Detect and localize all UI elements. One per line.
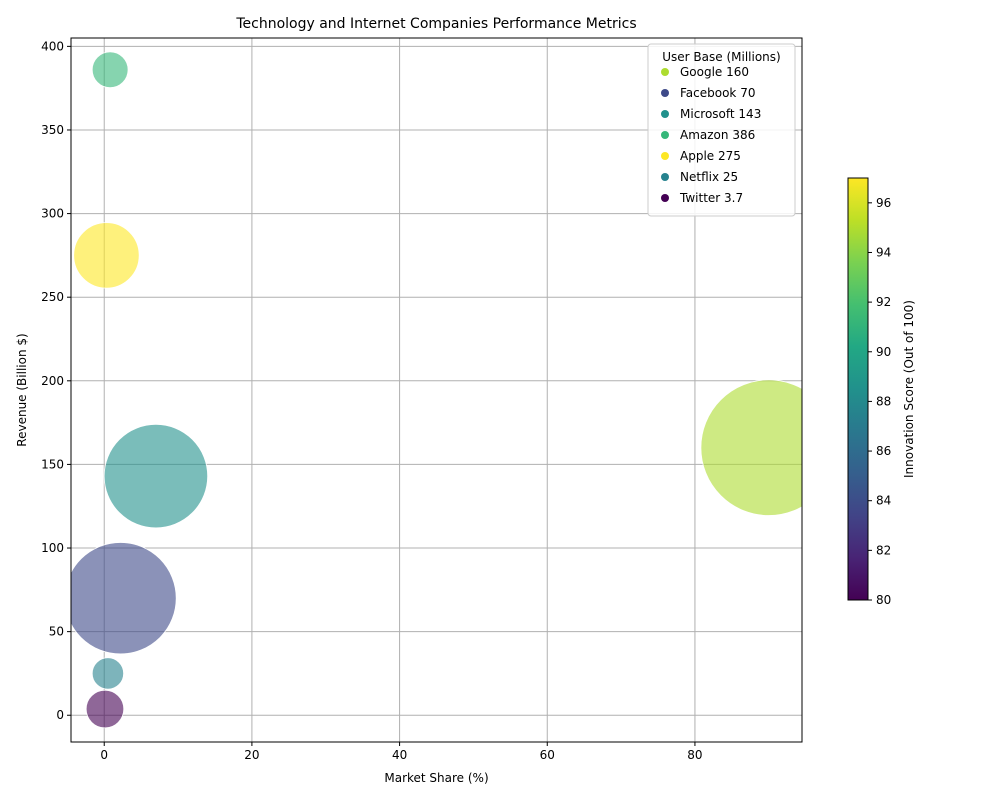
colorbar-ticks: 80 82 84 86 88 90 92 94 96 [868,196,891,607]
legend-marker [661,68,669,76]
y-tick-label: 250 [41,290,64,304]
colorbar-tick-label: 90 [876,345,891,359]
legend-title: User Base (Millions) [662,50,780,64]
legend-entry-label: Twitter 3.7 [679,191,743,205]
legend-entry-label: Netflix 25 [680,170,738,184]
colorbar: 80 82 84 86 88 90 92 94 96 Innovation Score (Out… [847,177,916,607]
bubble-point [71,542,177,655]
colorbar-label: Innovation Score (Out of 100) [902,300,916,478]
y-tick-label: 350 [41,123,64,137]
chart-title: Technology and Internet Companies Perfor… [235,16,636,32]
legend-entry-label: Facebook 70 [680,86,755,100]
bubble-point [73,222,140,289]
legend-marker [661,152,669,160]
colorbar-tick-label: 82 [876,543,891,557]
legend-marker [661,131,669,139]
colorbar-tick-label: 84 [876,494,891,508]
colorbar-gradient [847,177,869,601]
x-tick-label: 60 [540,748,555,762]
y-tick-label: 100 [41,541,64,555]
colorbar-tick-label: 80 [876,593,891,607]
bubble-layer [71,51,802,729]
y-axis-ticks: 0 50 100 150 200 250 300 350 400 [41,39,71,722]
legend-entry-label: Apple 275 [680,149,741,163]
y-tick-label: 400 [41,39,64,53]
plot-frame [70,37,803,743]
bubble-point [85,689,125,729]
legend-marker [661,194,669,202]
y-tick-label: 50 [49,625,64,639]
x-tick-label: 40 [392,748,407,762]
x-axis-ticks: 0 20 40 60 80 [100,742,703,762]
legend-entry-label: Amazon 386 [680,128,755,142]
x-tick-label: 80 [687,748,702,762]
bubble-point [103,423,209,529]
legend-marker [661,173,669,181]
colorbar-tick-label: 94 [876,245,891,259]
y-tick-label: 0 [56,708,64,722]
y-tick-label: 150 [41,457,64,471]
legend-marker [661,89,669,97]
x-axis-label: Market Share (%) [384,771,488,785]
y-axis-label: Revenue (Billion $) [15,333,29,446]
bubble-point [91,51,129,89]
x-tick-label: 20 [244,748,259,762]
y-tick-label: 200 [41,374,64,388]
legend: User Base (Millions) Google 160 Facebook … [647,43,796,217]
legend-frame [647,43,796,217]
colorbar-tick-label: 92 [876,295,891,309]
colorbar-tick-label: 86 [876,444,891,458]
bubble-point [91,657,125,690]
x-tick-label: 0 [100,748,108,762]
legend-entry-label: Google 160 [680,65,749,79]
colorbar-tick-label: 96 [876,196,891,210]
y-tick-label: 300 [41,207,64,221]
bubble-point [700,379,802,516]
legend-entry-label: Microsoft 143 [680,107,761,121]
legend-marker [661,110,669,118]
colorbar-tick-label: 88 [876,394,891,408]
